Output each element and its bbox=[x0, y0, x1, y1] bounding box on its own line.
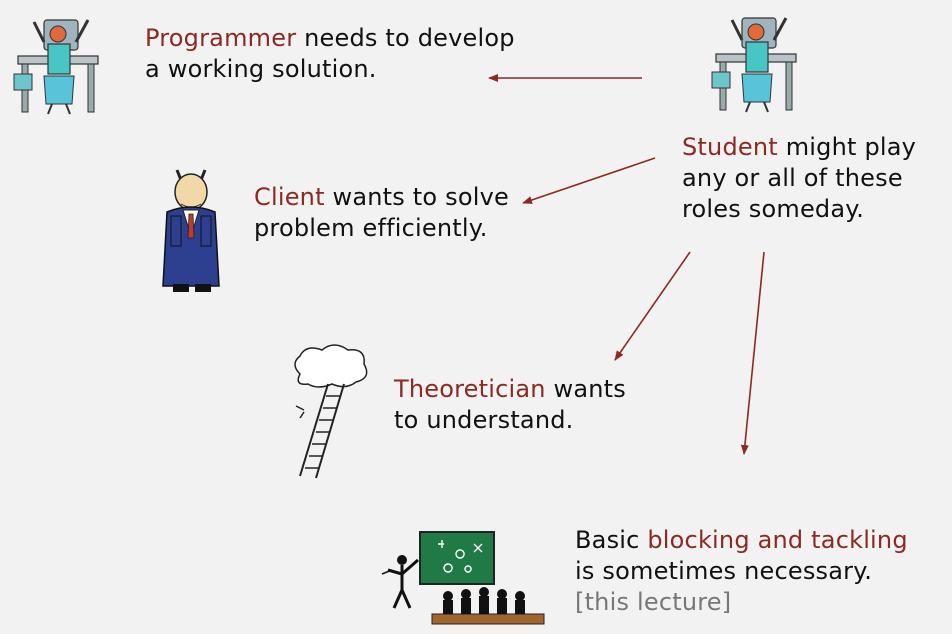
basics-line2: is sometimes necessary. bbox=[575, 557, 873, 585]
programmer-line1: needs to develop bbox=[296, 24, 515, 52]
student-caption: Student might play any or all of these r… bbox=[682, 132, 916, 225]
programmer-caption: Programmer needs to develop a working so… bbox=[145, 23, 515, 85]
client-role: Client bbox=[254, 183, 325, 211]
theoretician-role: Theoretician bbox=[394, 375, 546, 403]
student-line1: might play bbox=[777, 133, 917, 161]
theoretician-line1: wants bbox=[545, 375, 626, 403]
basics-caption: Basic blocking and tackling is sometimes… bbox=[575, 525, 908, 618]
basics-prefix: Basic bbox=[575, 526, 648, 554]
arrow-to-basics bbox=[740, 251, 765, 455]
arrow-to-theoretician bbox=[614, 251, 691, 361]
arrow-to-client bbox=[522, 157, 656, 204]
student-line3: roles someday. bbox=[682, 195, 865, 223]
client-line2: problem efficiently. bbox=[254, 214, 488, 242]
client-caption: Client wants to solve problem efficientl… bbox=[254, 182, 509, 244]
programmer-role: Programmer bbox=[145, 24, 297, 52]
programmer-line2: a working solution. bbox=[145, 55, 377, 83]
businessman-client-icon bbox=[162, 169, 220, 292]
chalkboard-lecture-icon bbox=[381, 531, 545, 625]
programmer-at-desk-icon bbox=[13, 19, 99, 115]
student-line2: any or all of these bbox=[682, 164, 903, 192]
student-at-desk-icon bbox=[711, 17, 797, 113]
theoretician-line2: to understand. bbox=[394, 406, 574, 434]
ladder-to-cloud-icon bbox=[294, 344, 368, 479]
theoretician-caption: Theoretician wants to understand. bbox=[394, 374, 626, 436]
student-role: Student bbox=[682, 133, 778, 161]
client-line1: wants to solve bbox=[324, 183, 509, 211]
basics-note: [this lecture] bbox=[575, 588, 732, 616]
basics-highlight: blocking and tackling bbox=[647, 526, 908, 554]
